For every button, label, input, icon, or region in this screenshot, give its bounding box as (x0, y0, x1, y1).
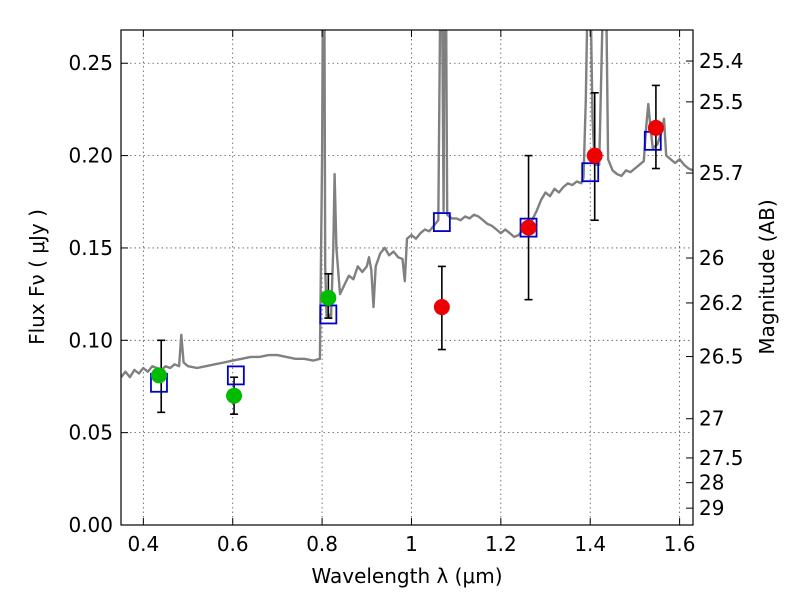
mag-tick-label: 25.7 (699, 161, 744, 185)
mag-tick-label: 25.4 (699, 49, 744, 73)
x-tick-label: 0.8 (306, 532, 338, 556)
mag-tick-label: 27 (699, 407, 724, 431)
y-axis-label: Flux Fν ( μJy ) (25, 209, 49, 345)
y-tick-label: 0.15 (68, 236, 113, 260)
ticks: 0.4 0.6 0.8 1 1.2 1.4 1.6 0.00 0.05 0.10 0.15 0.20 0… (68, 30, 744, 556)
spectrum-line (121, 30, 693, 379)
x-tick-label: 0.6 (217, 532, 249, 556)
mag-tick-label: 25.5 (699, 90, 744, 114)
x-axis-label: Wavelength λ (μm) (311, 564, 502, 588)
mag-tick-label: 26 (699, 246, 724, 270)
y-tick-label: 0.10 (68, 328, 113, 352)
circle-marker (150, 367, 167, 384)
circle-marker (520, 219, 537, 236)
mag-tick-label: 26.2 (699, 291, 744, 315)
y2-axis-label: Magnitude (AB) (755, 199, 779, 354)
y-tick-label: 0.00 (68, 513, 113, 537)
spectrum-layer (121, 30, 693, 379)
x-tick-label: 1.2 (485, 532, 517, 556)
square-marker (581, 162, 600, 183)
square-marker (432, 212, 451, 232)
plot-area (121, 30, 693, 525)
x-tick-label: 1 (405, 532, 418, 556)
mag-tick-label: 29 (699, 496, 724, 520)
circle-marker (647, 119, 664, 136)
y-tick-label: 0.05 (68, 421, 113, 445)
plot-frame (120, 29, 694, 526)
square-marker (226, 365, 245, 386)
circle-marker (586, 147, 603, 164)
mag-tick-label: 27.5 (699, 446, 744, 470)
mag-tick-label: 28 (699, 471, 724, 495)
circle-marker (226, 387, 243, 404)
y-tick-label: 0.20 (68, 144, 113, 168)
marker-layer (150, 119, 664, 404)
x-tick-label: 0.4 (127, 532, 159, 556)
y-tick-label: 0.25 (68, 51, 113, 75)
mag-tick-label: 26.5 (699, 345, 744, 369)
circle-marker (320, 289, 337, 306)
circle-marker (433, 299, 450, 316)
x-tick-label: 1.6 (664, 532, 696, 556)
x-tick-label: 1.4 (574, 532, 606, 556)
